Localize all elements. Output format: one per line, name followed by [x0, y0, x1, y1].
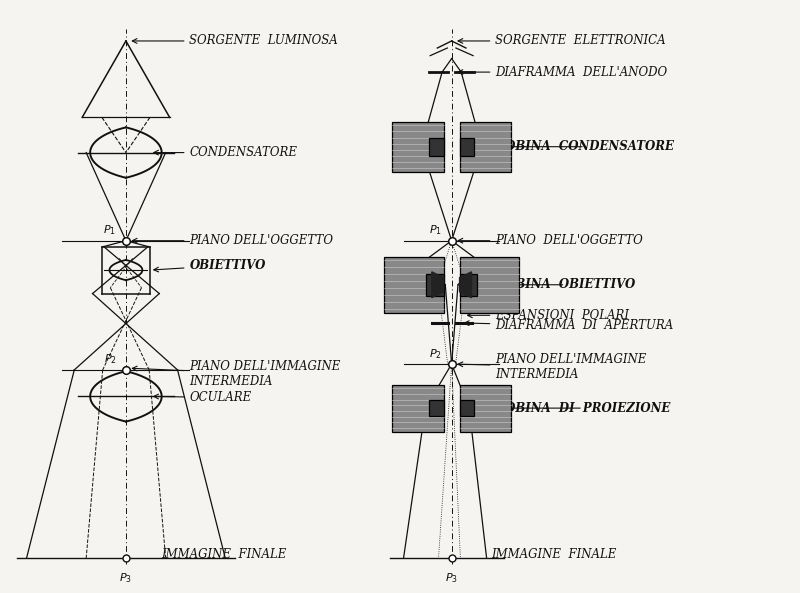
Text: BOBINA  OBIETTIVO: BOBINA OBIETTIVO	[495, 278, 635, 291]
Bar	[459, 122, 511, 171]
Text: DIAFRAMMA  DI  APERTURA: DIAFRAMMA DI APERTURA	[464, 320, 674, 332]
Bar	[426, 273, 444, 296]
Bar	[430, 138, 444, 155]
Text: BOBINA  CONDENSATORE: BOBINA CONDENSATORE	[495, 140, 674, 153]
Text: PIANO  DELL'OGGETTO: PIANO DELL'OGGETTO	[458, 234, 643, 247]
Polygon shape	[459, 272, 471, 298]
Bar	[392, 122, 444, 171]
Text: $P_3$: $P_3$	[445, 571, 458, 585]
Polygon shape	[432, 272, 444, 298]
Bar	[459, 257, 519, 313]
Text: $P_2$: $P_2$	[103, 353, 116, 366]
Bar	[430, 400, 444, 416]
Text: $P_1$: $P_1$	[429, 224, 442, 237]
Text: PIANO DELL'IMMAGINE
INTERMEDIA: PIANO DELL'IMMAGINE INTERMEDIA	[132, 360, 341, 388]
Text: $P_2$: $P_2$	[430, 347, 442, 361]
Text: DIAFRAMMA  DELL'ANODO: DIAFRAMMA DELL'ANODO	[458, 66, 667, 79]
Text: SORGENTE  LUMINOSA: SORGENTE LUMINOSA	[132, 34, 338, 47]
Text: CONDENSATORE: CONDENSATORE	[154, 146, 298, 159]
Bar	[459, 273, 477, 296]
Text: $P_1$: $P_1$	[103, 224, 116, 237]
Text: IMMAGINE  FINALE: IMMAGINE FINALE	[491, 549, 617, 562]
Bar	[384, 257, 444, 313]
Text: PIANO DELL'OGGETTO: PIANO DELL'OGGETTO	[132, 234, 334, 247]
Text: SORGENTE  ELETTRONICA: SORGENTE ELETTRONICA	[458, 34, 666, 47]
Text: BOBINA  DI  PROIEZIONE: BOBINA DI PROIEZIONE	[495, 401, 670, 415]
Bar	[392, 385, 444, 432]
Bar	[459, 400, 474, 416]
Text: OCULARE: OCULARE	[154, 391, 252, 404]
Text: IMMAGINE  FINALE: IMMAGINE FINALE	[162, 549, 287, 562]
Bar	[459, 138, 474, 155]
Bar	[459, 385, 511, 432]
Text: ESPANSIONI  POLARI: ESPANSIONI POLARI	[467, 309, 630, 322]
Text: $P_3$: $P_3$	[119, 571, 132, 585]
Text: OBIETTIVO: OBIETTIVO	[154, 259, 266, 272]
Text: PIANO DELL'IMMAGINE
INTERMEDIA: PIANO DELL'IMMAGINE INTERMEDIA	[458, 353, 646, 381]
